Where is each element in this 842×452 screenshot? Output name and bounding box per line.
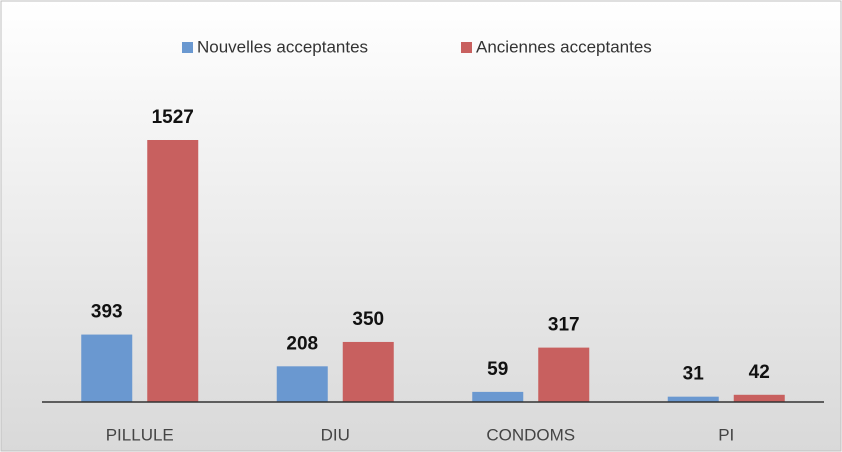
x-tick-label: PILLULE: [106, 425, 174, 444]
data-label: 31: [683, 364, 705, 385]
data-label: 208: [286, 333, 318, 354]
legend-label: Nouvelles acceptantes: [197, 37, 368, 56]
data-label: 393: [91, 302, 123, 323]
legend-label: Anciennes acceptantes: [476, 37, 652, 56]
bar: [342, 341, 394, 402]
bar: [81, 334, 133, 402]
bar: [472, 391, 524, 402]
x-tick-label: DIU: [321, 425, 350, 444]
x-tick-label: PI: [718, 425, 734, 444]
bar: [667, 396, 719, 402]
bar: [276, 366, 328, 402]
data-label: 350: [352, 309, 384, 330]
data-label: 1527: [152, 107, 194, 128]
data-label: 59: [487, 359, 508, 380]
bar: [733, 394, 785, 402]
bar: [147, 140, 199, 402]
data-label: 317: [548, 315, 580, 336]
x-tick-label: CONDOMS: [486, 425, 575, 444]
legend-swatch: [182, 42, 193, 53]
bar: [538, 347, 590, 402]
data-label: 42: [749, 362, 770, 383]
legend-swatch: [461, 42, 472, 53]
